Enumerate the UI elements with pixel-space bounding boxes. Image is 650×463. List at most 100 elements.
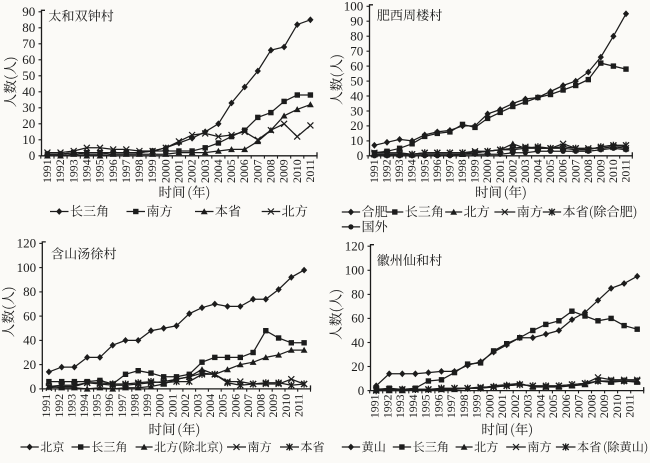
svg-text:2010: 2010 — [290, 159, 304, 183]
svg-text:120: 120 — [17, 236, 37, 251]
svg-text:30: 30 — [22, 100, 35, 115]
svg-text:20: 20 — [350, 118, 363, 133]
svg-text:2006: 2006 — [559, 394, 573, 418]
svg-text:2007: 2007 — [250, 159, 264, 183]
svg-text:2004: 2004 — [533, 394, 547, 418]
svg-text:1998: 1998 — [128, 394, 142, 418]
svg-text:40: 40 — [350, 88, 363, 103]
svg-text:2007: 2007 — [241, 394, 255, 418]
svg-text:0: 0 — [29, 148, 36, 163]
svg-text:10: 10 — [350, 133, 363, 148]
svg-text:80: 80 — [351, 287, 364, 302]
svg-text:2003: 2003 — [198, 159, 212, 183]
svg-text:1994: 1994 — [79, 159, 93, 183]
svg-text:1994: 1994 — [406, 394, 420, 418]
svg-text:10: 10 — [22, 132, 35, 147]
svg-text:1996: 1996 — [431, 394, 445, 418]
svg-text:70: 70 — [22, 36, 35, 51]
svg-text:1999: 1999 — [145, 159, 159, 183]
svg-text:30: 30 — [350, 103, 363, 118]
svg-text:100: 100 — [344, 0, 364, 14]
svg-text:2009: 2009 — [277, 159, 291, 183]
svg-text:2008: 2008 — [581, 159, 595, 183]
svg-text:2008: 2008 — [264, 159, 278, 183]
svg-text:2002: 2002 — [505, 159, 519, 183]
svg-text:2011: 2011 — [291, 394, 305, 417]
svg-text:90: 90 — [22, 4, 35, 19]
svg-text:1995: 1995 — [419, 394, 433, 418]
svg-text:1996: 1996 — [430, 159, 444, 183]
svg-text:2009: 2009 — [266, 394, 280, 418]
svg-text:2002: 2002 — [508, 394, 522, 418]
svg-text:2006: 2006 — [228, 394, 242, 418]
svg-text:2004: 2004 — [211, 159, 225, 183]
svg-text:20: 20 — [351, 359, 364, 374]
svg-text:2005: 2005 — [224, 159, 238, 183]
svg-text:1994: 1994 — [77, 394, 91, 418]
svg-text:60: 60 — [350, 58, 363, 73]
svg-text:2011: 2011 — [303, 159, 317, 182]
svg-text:100: 100 — [345, 263, 365, 278]
svg-text:40: 40 — [22, 84, 35, 99]
svg-text:1995: 1995 — [90, 394, 104, 418]
svg-text:1997: 1997 — [119, 159, 133, 183]
svg-text:50: 50 — [22, 68, 35, 83]
svg-text:40: 40 — [23, 333, 36, 348]
svg-text:80: 80 — [23, 284, 36, 299]
svg-text:2004: 2004 — [531, 159, 545, 183]
svg-text:1997: 1997 — [443, 159, 457, 183]
svg-text:2003: 2003 — [191, 394, 205, 418]
svg-text:1992: 1992 — [52, 394, 66, 418]
svg-text:1996: 1996 — [106, 159, 120, 183]
svg-text:1997: 1997 — [115, 394, 129, 418]
svg-text:1995: 1995 — [417, 159, 431, 183]
svg-text:2010: 2010 — [606, 159, 620, 183]
svg-text:2005: 2005 — [546, 394, 560, 418]
svg-text:2008: 2008 — [254, 394, 268, 418]
svg-text:1996: 1996 — [102, 394, 116, 418]
svg-text:1994: 1994 — [405, 159, 419, 183]
svg-text:70: 70 — [350, 44, 363, 59]
svg-text:2003: 2003 — [521, 394, 535, 418]
svg-text:2004: 2004 — [203, 394, 217, 418]
svg-text:2009: 2009 — [593, 159, 607, 183]
svg-text:1999: 1999 — [470, 394, 484, 418]
svg-text:2001: 2001 — [495, 394, 509, 418]
svg-text:0: 0 — [358, 383, 365, 398]
svg-text:2003: 2003 — [518, 159, 532, 183]
svg-text:0: 0 — [30, 381, 37, 396]
svg-text:2001: 2001 — [165, 394, 179, 418]
svg-text:2010: 2010 — [610, 394, 624, 418]
svg-text:2010: 2010 — [279, 394, 293, 418]
svg-text:2001: 2001 — [172, 159, 186, 183]
svg-text:1991: 1991 — [367, 159, 381, 183]
svg-text:1999: 1999 — [468, 159, 482, 183]
svg-text:2002: 2002 — [178, 394, 192, 418]
svg-text:2007: 2007 — [572, 394, 586, 418]
svg-text:1997: 1997 — [444, 394, 458, 418]
svg-text:80: 80 — [350, 29, 363, 44]
svg-text:2000: 2000 — [482, 394, 496, 418]
svg-text:2008: 2008 — [584, 394, 598, 418]
svg-text:1993: 1993 — [392, 159, 406, 183]
svg-text:1998: 1998 — [455, 159, 469, 183]
svg-text:120: 120 — [345, 239, 365, 254]
svg-text:1998: 1998 — [457, 394, 471, 418]
svg-text:2011: 2011 — [619, 159, 633, 182]
svg-text:1993: 1993 — [393, 394, 407, 418]
svg-text:80: 80 — [22, 20, 35, 35]
svg-text:100: 100 — [17, 260, 37, 275]
svg-text:2002: 2002 — [185, 159, 199, 183]
svg-text:2000: 2000 — [480, 159, 494, 183]
svg-text:2006: 2006 — [237, 159, 251, 183]
svg-text:20: 20 — [22, 116, 35, 131]
svg-text:60: 60 — [22, 52, 35, 67]
svg-text:1991: 1991 — [368, 394, 382, 418]
svg-text:1998: 1998 — [132, 159, 146, 183]
svg-text:1992: 1992 — [380, 394, 394, 418]
svg-text:20: 20 — [23, 357, 36, 372]
svg-text:2000: 2000 — [158, 159, 172, 183]
svg-text:40: 40 — [351, 335, 364, 350]
svg-text:2007: 2007 — [568, 159, 582, 183]
svg-text:60: 60 — [23, 308, 36, 323]
